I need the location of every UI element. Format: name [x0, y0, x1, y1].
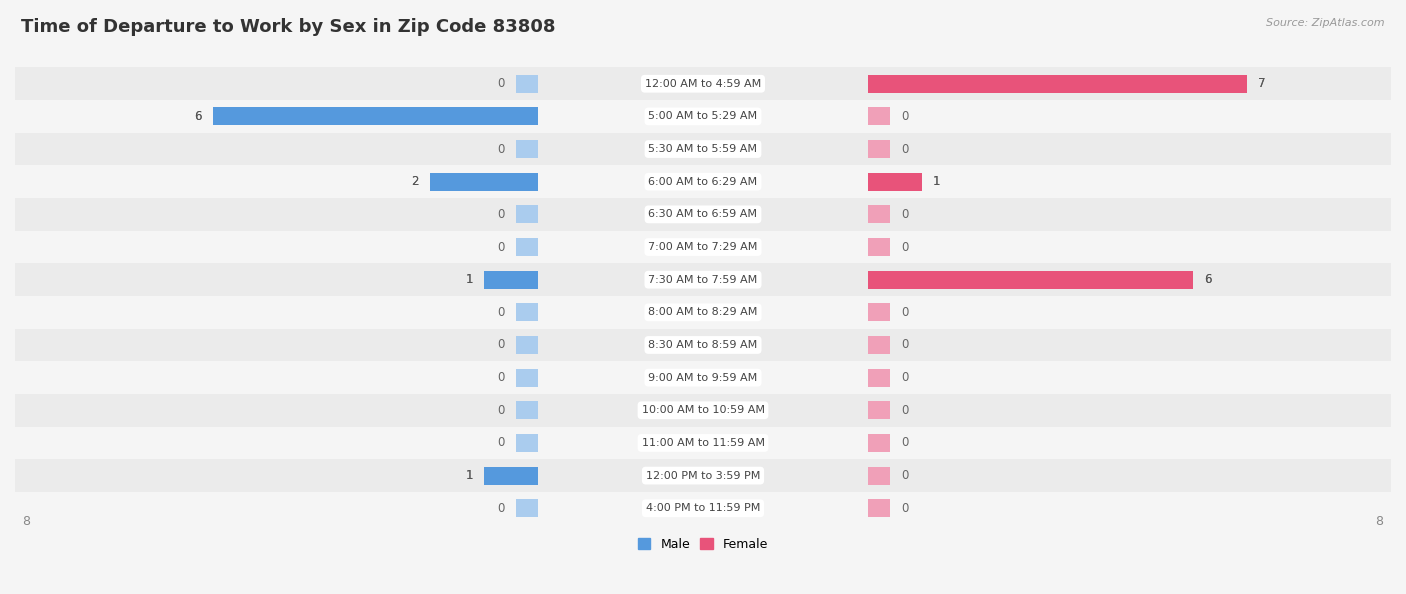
- Text: 5:30 AM to 5:59 AM: 5:30 AM to 5:59 AM: [648, 144, 758, 154]
- Bar: [868, 206, 890, 223]
- Text: 0: 0: [901, 241, 908, 254]
- Text: 0: 0: [498, 241, 505, 254]
- Text: 8:30 AM to 8:59 AM: 8:30 AM to 8:59 AM: [648, 340, 758, 350]
- Bar: [0, 492, 1406, 525]
- Text: 6: 6: [1204, 273, 1212, 286]
- Text: 6: 6: [194, 110, 202, 123]
- Bar: [484, 271, 538, 289]
- Bar: [516, 402, 538, 419]
- Bar: [868, 140, 890, 158]
- Bar: [868, 500, 890, 517]
- Bar: [868, 75, 1247, 93]
- Text: 0: 0: [901, 404, 908, 417]
- Text: 12:00 AM to 4:59 AM: 12:00 AM to 4:59 AM: [645, 79, 761, 89]
- Text: Time of Departure to Work by Sex in Zip Code 83808: Time of Departure to Work by Sex in Zip …: [21, 18, 555, 36]
- Legend: Male, Female: Male, Female: [633, 533, 773, 556]
- Text: 7:30 AM to 7:59 AM: 7:30 AM to 7:59 AM: [648, 274, 758, 285]
- Text: 0: 0: [901, 110, 908, 123]
- Text: 1: 1: [465, 469, 472, 482]
- Text: 0: 0: [901, 469, 908, 482]
- Bar: [0, 67, 1406, 100]
- Bar: [430, 173, 538, 191]
- Bar: [868, 369, 890, 387]
- Text: 0: 0: [901, 143, 908, 156]
- Text: 0: 0: [901, 371, 908, 384]
- Text: 4:00 PM to 11:59 PM: 4:00 PM to 11:59 PM: [645, 503, 761, 513]
- Text: 0: 0: [901, 339, 908, 352]
- Bar: [0, 459, 1406, 492]
- Text: 6: 6: [194, 110, 202, 123]
- Bar: [0, 394, 1406, 426]
- Text: 2: 2: [412, 175, 419, 188]
- Text: 1: 1: [465, 273, 472, 286]
- Bar: [516, 75, 538, 93]
- Text: 10:00 AM to 10:59 AM: 10:00 AM to 10:59 AM: [641, 405, 765, 415]
- Text: 6:30 AM to 6:59 AM: 6:30 AM to 6:59 AM: [648, 209, 758, 219]
- Bar: [516, 140, 538, 158]
- Bar: [0, 165, 1406, 198]
- Text: 0: 0: [498, 143, 505, 156]
- Bar: [868, 238, 890, 256]
- Text: 8:00 AM to 8:29 AM: 8:00 AM to 8:29 AM: [648, 307, 758, 317]
- Text: 11:00 AM to 11:59 AM: 11:00 AM to 11:59 AM: [641, 438, 765, 448]
- Text: 0: 0: [498, 77, 505, 90]
- Bar: [868, 271, 1192, 289]
- Bar: [0, 198, 1406, 230]
- Bar: [868, 336, 890, 354]
- Text: 8: 8: [1375, 516, 1384, 529]
- Text: 0: 0: [498, 208, 505, 221]
- Text: 1: 1: [465, 273, 472, 286]
- Text: 0: 0: [901, 502, 908, 515]
- Text: 7: 7: [1258, 77, 1265, 90]
- Bar: [516, 434, 538, 452]
- Text: 1: 1: [934, 175, 941, 188]
- Text: 8: 8: [22, 516, 31, 529]
- Bar: [0, 361, 1406, 394]
- Bar: [868, 304, 890, 321]
- Text: 1: 1: [465, 469, 472, 482]
- Bar: [868, 434, 890, 452]
- Text: 2: 2: [412, 175, 419, 188]
- Bar: [0, 100, 1406, 132]
- Bar: [516, 238, 538, 256]
- Text: 0: 0: [498, 502, 505, 515]
- Text: 0: 0: [498, 306, 505, 319]
- Text: 0: 0: [498, 437, 505, 450]
- Text: 0: 0: [498, 404, 505, 417]
- Text: 12:00 PM to 3:59 PM: 12:00 PM to 3:59 PM: [645, 470, 761, 481]
- Bar: [0, 230, 1406, 263]
- Bar: [0, 132, 1406, 165]
- Text: 6: 6: [1204, 273, 1212, 286]
- Bar: [0, 328, 1406, 361]
- Bar: [484, 467, 538, 485]
- Bar: [868, 108, 890, 125]
- Bar: [0, 263, 1406, 296]
- Text: 9:00 AM to 9:59 AM: 9:00 AM to 9:59 AM: [648, 372, 758, 383]
- Text: 0: 0: [901, 437, 908, 450]
- Text: 1: 1: [934, 175, 941, 188]
- Text: 0: 0: [498, 339, 505, 352]
- Bar: [0, 296, 1406, 328]
- Text: 0: 0: [498, 371, 505, 384]
- Text: 6:00 AM to 6:29 AM: 6:00 AM to 6:29 AM: [648, 176, 758, 187]
- Bar: [516, 500, 538, 517]
- Text: 0: 0: [901, 306, 908, 319]
- Bar: [516, 336, 538, 354]
- Bar: [868, 402, 890, 419]
- Bar: [516, 304, 538, 321]
- Bar: [214, 108, 538, 125]
- Bar: [868, 467, 890, 485]
- Text: 7: 7: [1258, 77, 1265, 90]
- Bar: [0, 426, 1406, 459]
- Text: 0: 0: [901, 208, 908, 221]
- Text: Source: ZipAtlas.com: Source: ZipAtlas.com: [1267, 18, 1385, 28]
- Text: 7:00 AM to 7:29 AM: 7:00 AM to 7:29 AM: [648, 242, 758, 252]
- Text: 5:00 AM to 5:29 AM: 5:00 AM to 5:29 AM: [648, 112, 758, 121]
- Bar: [516, 369, 538, 387]
- Bar: [868, 173, 922, 191]
- Bar: [516, 206, 538, 223]
